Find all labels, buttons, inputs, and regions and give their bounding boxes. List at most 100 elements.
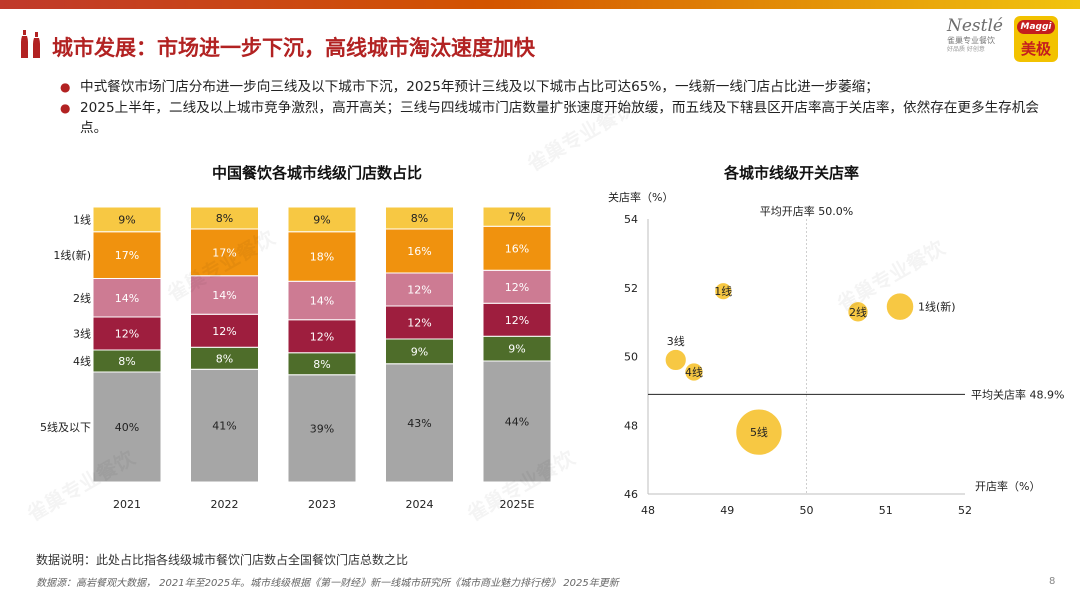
bar-value-label: 9%: [118, 213, 135, 226]
bubble-label: 3线: [667, 334, 685, 348]
bullet-list: ● 中式餐饮市场门店分布进一步向三线及以下城市下沉，2025年预计三线及以下城市…: [60, 77, 1050, 139]
top-accent-bar: [0, 0, 1080, 9]
bar-value-label: 14%: [115, 292, 139, 305]
stacked-bar-chart: 40% 8% 12% 14% 17% 9% 2021 41% 8% 12% 14% 17% 8% 2022…: [40, 206, 552, 511]
bar-value-label: 12%: [505, 314, 529, 327]
bubble-point: [734, 407, 784, 457]
x-tick-label: 50: [800, 504, 814, 517]
bar-value-label: 8%: [118, 355, 135, 368]
bar-value-label: 7%: [508, 211, 525, 224]
bar-segment: [190, 206, 259, 230]
bar-value-label: 8%: [313, 358, 330, 371]
y-axis-label: 关店率（%）: [608, 190, 673, 204]
x-axis-label: 开店率（%）: [975, 479, 1040, 493]
avg-open-rate-label: 平均开店率 50.0%: [760, 204, 853, 218]
bar-segment: [92, 371, 162, 483]
bar-segment: [482, 269, 552, 304]
bar-segment: [190, 228, 259, 277]
bar-value-label: 40%: [115, 421, 139, 434]
series-label: 1线(新): [53, 248, 91, 262]
bar-chart-title: 中国餐饮各城市线级门店数占比: [212, 164, 423, 182]
bar-value-label: 12%: [212, 325, 236, 338]
bar-value-label: 43%: [407, 417, 431, 430]
bar-segment: [385, 206, 454, 230]
bubble-label: 1线: [714, 284, 732, 298]
data-note: 数据说明：此处占比指各线级城市餐饮门店数占全国餐饮门店总数之比: [36, 553, 409, 567]
bar-value-label: 39%: [310, 422, 334, 435]
bar-segment: [385, 228, 454, 274]
bar-segment: [287, 374, 357, 483]
bar-value-label: 12%: [115, 328, 139, 341]
maggi-cn-text: 美极: [1020, 40, 1051, 58]
bubble-label: 5线: [750, 425, 768, 439]
nestle-sub2-text: 好品质 好创意: [947, 46, 985, 53]
series-label: 4线: [73, 354, 91, 368]
bubble-point: [846, 300, 870, 323]
bar-value-label: 8%: [216, 352, 233, 365]
x-tick-label: 52: [958, 504, 972, 517]
bar-segment: [190, 275, 259, 315]
bar-segment: [92, 231, 162, 279]
x-tick-label: 2023: [308, 498, 336, 511]
bar-value-label: 41%: [212, 420, 236, 433]
y-tick-label: 48: [624, 419, 638, 432]
nestle-brand-text: Nestlé: [947, 16, 1003, 36]
bar-segment: [385, 363, 454, 483]
bullet-dot-icon: ●: [60, 80, 71, 94]
bar-segment: [385, 305, 454, 340]
bubble-point: [664, 348, 688, 372]
bar-value-label: 8%: [411, 212, 428, 225]
bubble-point: [713, 281, 733, 301]
y-tick-label: 50: [624, 351, 638, 364]
y-tick-label: 52: [624, 282, 638, 295]
bar-value-label: 12%: [310, 330, 334, 343]
bar-segment: [287, 231, 357, 282]
bar-value-label: 12%: [407, 317, 431, 330]
series-label: 5线及以下: [40, 420, 91, 434]
bar-value-label: 12%: [505, 281, 529, 294]
bar-value-label: 18%: [310, 251, 334, 264]
bar-value-label: 9%: [411, 345, 428, 358]
bar-segment: [92, 278, 162, 318]
x-tick-label: 2025E: [500, 498, 535, 511]
bar-value-label: 9%: [508, 343, 525, 356]
series-label: 2线: [73, 291, 91, 305]
bar-segment: [92, 206, 162, 233]
bar-segment: [287, 206, 357, 233]
bubble-point: [885, 291, 915, 322]
bar-value-label: 16%: [407, 245, 431, 258]
wine-bottle-icon: [21, 30, 40, 58]
bullet-item: ● 2025上半年，二线及以上城市竞争激烈，高开高关；三线与四线城市门店数量扩张…: [60, 98, 1050, 138]
series-label: 3线: [73, 327, 91, 341]
x-tick-label: 2022: [211, 498, 239, 511]
bar-segment: [385, 338, 454, 365]
x-tick-label: 2024: [406, 498, 434, 511]
x-tick-label: 51: [879, 504, 893, 517]
bar-value-label: 16%: [505, 242, 529, 255]
maggi-brand-text: Maggi: [1017, 20, 1055, 34]
x-tick-label: 49: [720, 504, 734, 517]
bar-segment: [287, 280, 357, 321]
bar-segment: [385, 272, 454, 307]
bar-segment: [190, 313, 259, 348]
data-source: 数据源：高岩餐观大数据， 2021年至2025年。城市线级根据《第一财经》新一线…: [36, 578, 619, 589]
page-number: 8: [1049, 576, 1056, 587]
bubble-label: 2线: [849, 305, 867, 319]
y-tick-label: 54: [624, 213, 638, 226]
bullet-item: ● 中式餐饮市场门店分布进一步向三线及以下城市下沉，2025年预计三线及以下城市…: [60, 77, 1050, 97]
avg-close-rate-label: 平均关店率 48.9%: [971, 387, 1064, 401]
y-tick-label: 46: [624, 488, 638, 501]
x-tick-label: 2021: [113, 498, 141, 511]
bar-value-label: 14%: [310, 295, 334, 308]
bar-segment: [190, 368, 259, 483]
bar-value-label: 17%: [115, 249, 139, 262]
bar-value-label: 17%: [212, 246, 236, 259]
x-tick-label: 48: [641, 504, 655, 517]
nestle-sub-text: 雀巢专业餐饮: [947, 36, 995, 45]
bubble-label: 4线: [685, 365, 703, 379]
bubble-label: 1线(新): [918, 300, 956, 314]
bar-value-label: 14%: [212, 289, 236, 302]
bar-segment: [482, 360, 552, 483]
bar-value-label: 12%: [407, 284, 431, 297]
